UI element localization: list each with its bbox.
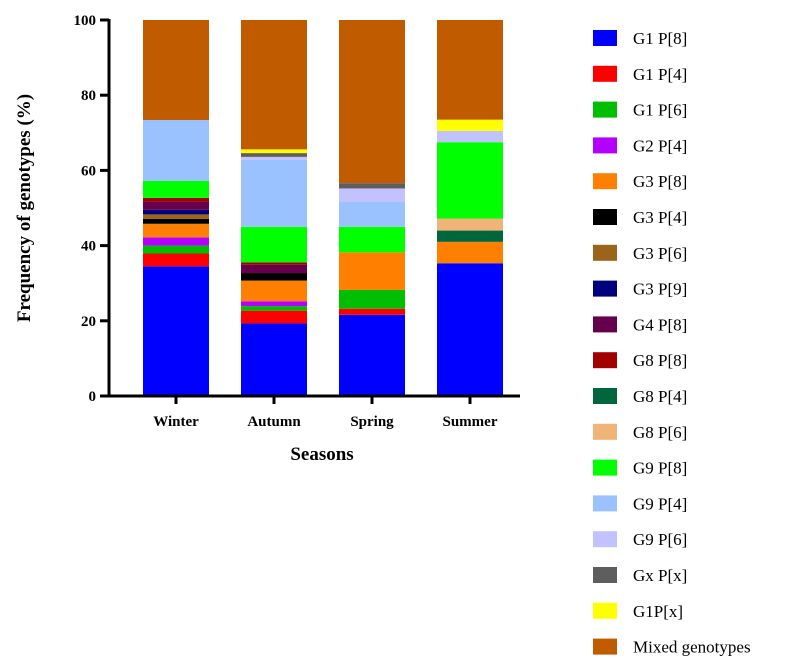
legend-swatch-g1-p-4	[593, 65, 617, 82]
legend-swatch-g9-p-4	[593, 495, 617, 512]
legend: G1 P[8] G1 P[4] G1 P[6] G2 P[4] G3 P[8] G3 P[…	[593, 29, 751, 657]
legend-label-g9-p-8: G9 P[8]	[633, 459, 687, 478]
bar-segment-summer-g8-p-6	[437, 218, 503, 231]
bar-segment-winter-g1-p-6	[143, 245, 209, 254]
legend-swatch-g2-p-4	[593, 137, 617, 154]
legend-swatch-g9-p-8	[593, 459, 617, 476]
x-axis-title: Seasons	[290, 444, 353, 465]
bar-segment-autumn-g8-p-8	[241, 262, 307, 265]
legend-swatch-g3-p-8	[593, 173, 617, 190]
bar-segment-autumn-g1-p-4	[241, 310, 307, 324]
bar-segment-winter-g3-p-4	[143, 218, 209, 224]
bar-segment-winter-g4-p-8	[143, 201, 209, 210]
legend-label-g3-p-8: G3 P[8]	[633, 172, 687, 191]
y-tick-label: 0	[89, 389, 97, 405]
legend-label-g8-p-8: G8 P[8]	[633, 351, 687, 370]
bar-segment-winter-g3-p-9	[143, 209, 209, 215]
y-tick-label: 80	[81, 88, 96, 104]
legend-swatch-g1p-x	[593, 602, 617, 619]
y-tick-label: 40	[81, 239, 96, 255]
bar-segment-winter-g9-p-8	[143, 180, 209, 198]
bar-segment-spring-g1-p-8	[339, 314, 405, 396]
bar-segment-winter-g1-p-8	[143, 266, 209, 396]
bar-segment-winter-g2-p-4	[143, 237, 209, 246]
x-ticks: Winter Autumn Spring Summer	[153, 396, 498, 430]
bar-segment-autumn-gx-p-x	[241, 153, 307, 157]
legend-label-mixed-genotypes: Mixed genotypes	[633, 638, 751, 657]
bar-segment-spring-g3-p-8	[339, 252, 405, 290]
bar-segment-autumn-g2-p-4	[241, 301, 307, 307]
legend-label-gx-p-x: Gx P[x]	[633, 566, 687, 585]
bar-segment-autumn-g1-p-6	[241, 306, 307, 311]
bar-segment-winter-g8-p-8	[143, 197, 209, 202]
bar-segment-winter-g9-p-4	[143, 120, 209, 181]
bar-segment-winter-g3-p-6	[143, 214, 209, 219]
legend-label-g3-p-6: G3 P[6]	[633, 244, 687, 263]
legend-swatch-g8-p-6	[593, 423, 617, 440]
x-tick-label-summer: Summer	[443, 414, 498, 430]
bar-segment-summer-g9-p-6	[437, 130, 503, 143]
legend-label-g1-p-8: G1 P[8]	[633, 29, 687, 48]
legend-swatch-mixed-genotypes	[593, 638, 617, 655]
y-tick-label: 60	[81, 163, 96, 179]
bar-segment-autumn-g9-p-8	[241, 226, 307, 263]
bar-segment-autumn-g9-p-6	[241, 156, 307, 160]
legend-swatch-g3-p-6	[593, 244, 617, 261]
bar-segment-summer-g8-p-4	[437, 230, 503, 242]
legend-swatch-g9-p-6	[593, 531, 617, 548]
bar-segment-winter-g3-p-8	[143, 223, 209, 238]
bar-segment-summer-g1-p-8	[437, 263, 503, 396]
legend-label-g9-p-6: G9 P[6]	[633, 530, 687, 549]
x-tick-label-autumn: Autumn	[247, 414, 301, 430]
bar-segment-summer-g9-p-8	[437, 142, 503, 219]
bar-segment-spring-g9-p-8	[339, 226, 405, 253]
legend-swatch-g8-p-4	[593, 388, 617, 404]
bar-segment-summer-g3-p-8	[437, 241, 503, 264]
legend-label-g8-p-4: G8 P[4]	[633, 387, 687, 406]
y-tick-label: 20	[81, 314, 96, 330]
bar-segment-winter-g1-p-4	[143, 253, 209, 267]
legend-swatch-g4-p-8	[593, 316, 617, 333]
bar-segment-summer-mixed-genotypes	[437, 20, 503, 120]
legend-swatch-g1-p-6	[593, 101, 617, 118]
legend-swatch-gx-p-x	[593, 567, 617, 583]
legend-label-g3-p-4: G3 P[4]	[633, 208, 687, 227]
legend-swatch-g3-p-9	[593, 280, 617, 297]
bar-segment-spring-gx-p-x	[339, 183, 405, 189]
legend-swatch-g3-p-4	[593, 209, 617, 225]
bar-segment-autumn-g3-p-4	[241, 273, 307, 281]
legend-label-g3-p-9: G3 P[9]	[633, 280, 687, 299]
bar-segment-spring-mixed-genotypes	[339, 20, 405, 184]
bar-segment-summer-g1p-x	[437, 119, 503, 131]
bar-segment-spring-g1-p-6	[339, 289, 405, 309]
bar-segment-autumn-mixed-genotypes	[241, 20, 307, 150]
legend-label-g1-p-6: G1 P[6]	[633, 101, 687, 120]
legend-label-g9-p-4: G9 P[4]	[633, 494, 687, 513]
legend-swatch-g1-p-8	[593, 30, 617, 46]
legend-label-g1-p-4: G1 P[4]	[633, 65, 687, 84]
bar-segment-autumn-g1-p-8	[241, 323, 307, 396]
bar-segment-spring-g9-p-4	[339, 201, 405, 227]
legend-label-g8-p-6: G8 P[6]	[633, 423, 687, 442]
bar-segment-autumn-g4-p-8	[241, 264, 307, 274]
legend-label-g4-p-8: G4 P[8]	[633, 315, 687, 334]
bar-segment-winter-mixed-genotypes	[143, 20, 209, 121]
bar-segment-autumn-g9-p-4	[241, 159, 307, 227]
x-tick-label-spring: Spring	[350, 414, 394, 430]
y-tick-label: 100	[74, 13, 97, 29]
y-axis-title: Frequency of genotypes (%)	[14, 94, 35, 322]
legend-swatch-g8-p-8	[593, 352, 617, 369]
bar-segment-spring-g1-p-4	[339, 308, 405, 315]
bar-segment-autumn-g1p-x	[241, 149, 307, 154]
bar-segment-spring-g9-p-6	[339, 188, 405, 202]
legend-label-g1p-x: G1P[x]	[633, 602, 683, 621]
x-tick-label-winter: Winter	[153, 414, 199, 430]
y-ticks: 0 20 40 60 80 100	[74, 13, 109, 405]
bars-layer	[143, 20, 503, 396]
bar-segment-autumn-g3-p-8	[241, 280, 307, 302]
legend-label-g2-p-4: G2 P[4]	[633, 136, 687, 155]
